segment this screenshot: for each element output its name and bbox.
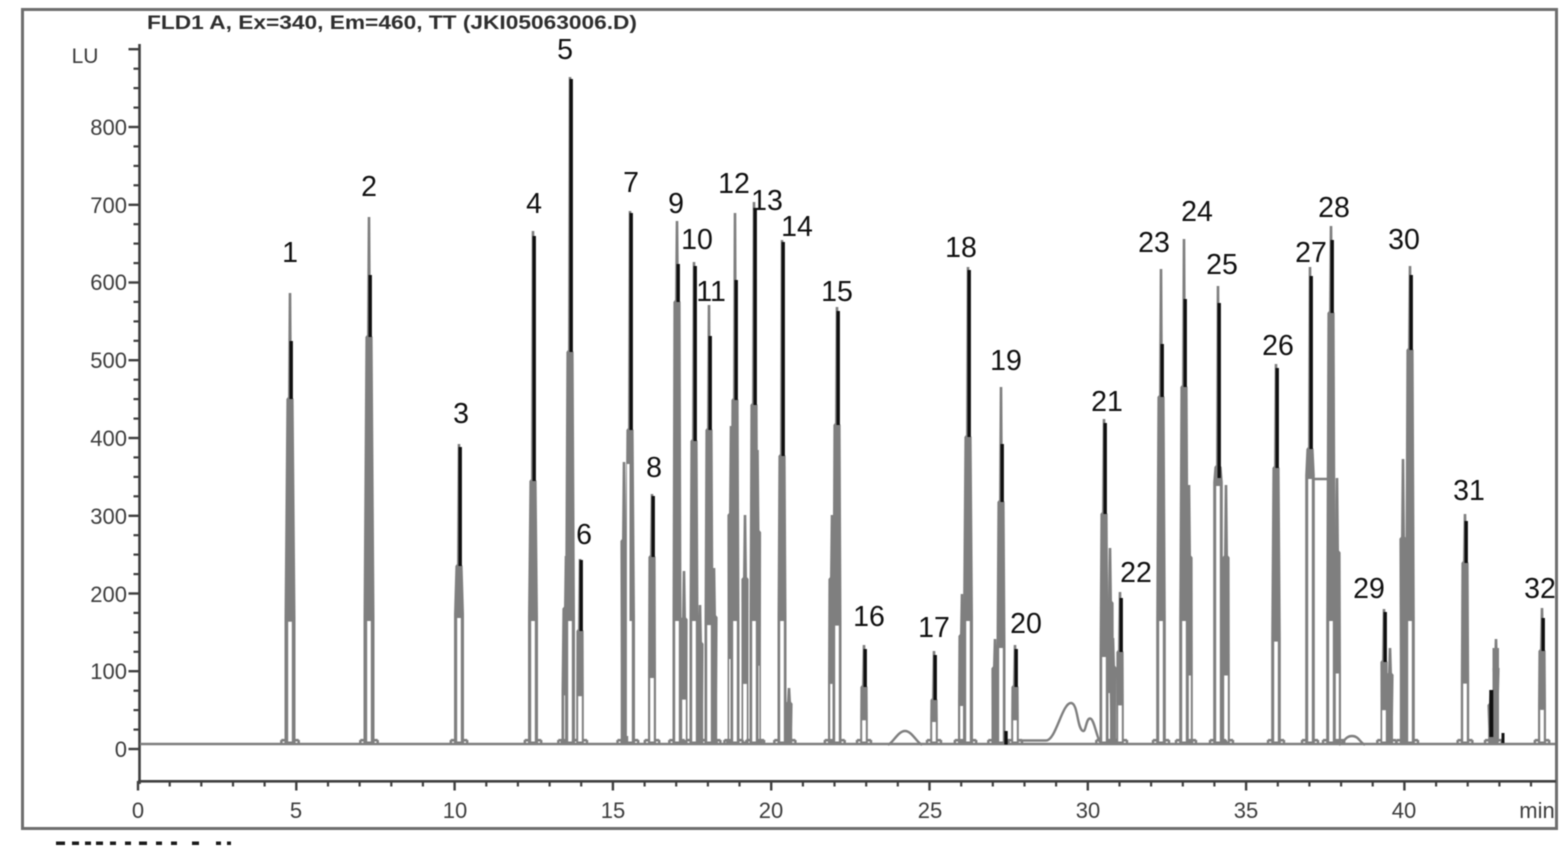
svg-text:20: 20 [1010, 608, 1042, 640]
svg-text:13: 13 [751, 185, 783, 217]
svg-text:5: 5 [290, 798, 302, 823]
svg-text:1: 1 [282, 237, 298, 269]
svg-text:15: 15 [601, 798, 625, 823]
svg-text:5: 5 [557, 34, 573, 66]
svg-text:7: 7 [623, 167, 639, 199]
svg-text:22: 22 [1120, 557, 1152, 589]
svg-text:25: 25 [1206, 249, 1238, 281]
svg-text:26: 26 [1262, 330, 1294, 362]
svg-text:800: 800 [90, 115, 127, 140]
svg-text:4: 4 [526, 188, 542, 220]
svg-text:500: 500 [90, 348, 127, 373]
svg-text:40: 40 [1392, 798, 1416, 823]
svg-text:10: 10 [443, 798, 467, 823]
svg-text:100: 100 [90, 659, 127, 684]
svg-text:12: 12 [718, 168, 750, 200]
svg-text:8: 8 [646, 452, 662, 484]
svg-text:0: 0 [132, 798, 144, 823]
svg-text:30: 30 [1076, 798, 1100, 823]
svg-text:300: 300 [90, 504, 127, 529]
svg-text:200: 200 [90, 582, 127, 607]
svg-text:16: 16 [853, 601, 885, 633]
svg-text:30: 30 [1388, 224, 1420, 256]
svg-text:400: 400 [90, 426, 127, 451]
svg-text:32: 32 [1524, 573, 1556, 605]
svg-text:21: 21 [1091, 386, 1123, 418]
svg-text:18: 18 [945, 232, 977, 264]
svg-text:9: 9 [668, 188, 684, 220]
svg-text:11: 11 [696, 276, 726, 308]
svg-text:700: 700 [90, 193, 127, 218]
svg-text:10: 10 [681, 224, 713, 256]
svg-text:3: 3 [453, 398, 469, 430]
svg-text:15: 15 [821, 276, 853, 308]
svg-text:LU: LU [72, 45, 99, 68]
svg-text:min: min [1519, 798, 1554, 823]
svg-text:2: 2 [361, 171, 377, 203]
svg-text:FLD1 A, Ex=340, Em=460, TT (JK: FLD1 A, Ex=340, Em=460, TT (JKI05063006.… [147, 13, 637, 34]
svg-text:35: 35 [1234, 798, 1258, 823]
svg-text:25: 25 [918, 798, 942, 823]
svg-text:20: 20 [759, 798, 783, 823]
svg-text:23: 23 [1138, 227, 1170, 259]
svg-text:24: 24 [1181, 196, 1213, 228]
svg-text:28: 28 [1318, 192, 1350, 224]
svg-text:19: 19 [990, 345, 1022, 377]
svg-text:14: 14 [781, 211, 813, 243]
svg-text:600: 600 [90, 270, 127, 295]
svg-text:31: 31 [1453, 475, 1485, 507]
svg-text:6: 6 [576, 519, 592, 551]
svg-text:29: 29 [1353, 573, 1385, 605]
svg-text:17: 17 [918, 612, 950, 644]
svg-text:27: 27 [1295, 237, 1327, 269]
svg-text:0: 0 [115, 737, 127, 762]
